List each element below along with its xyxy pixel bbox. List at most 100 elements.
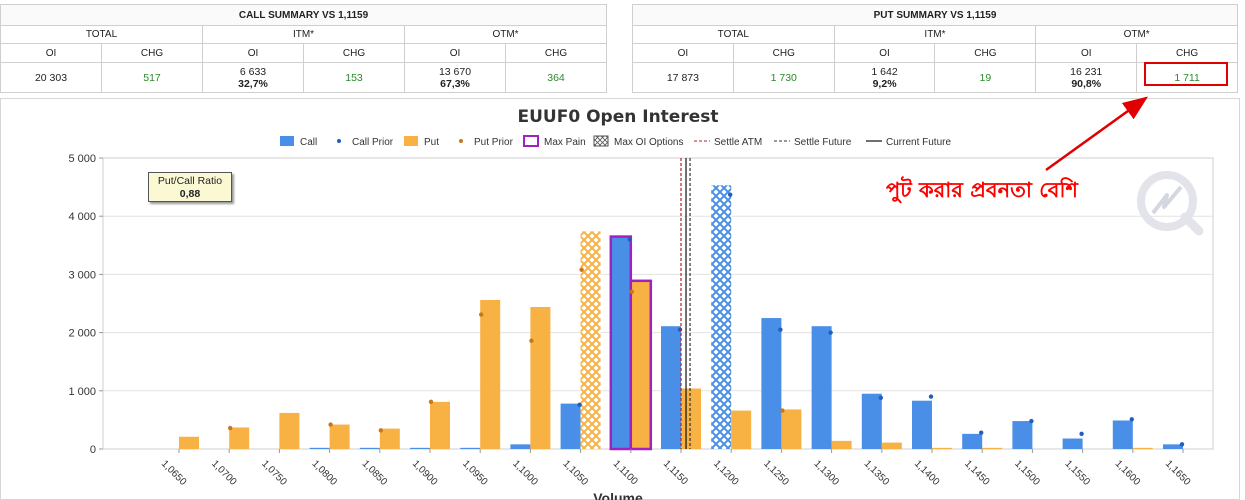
x-tick-label: 1,1050 <box>560 458 590 488</box>
put-bar <box>731 410 752 449</box>
legend-swatch <box>459 139 463 143</box>
put-bar <box>932 447 952 449</box>
put-otm-pct: 90,8% <box>1071 77 1102 90</box>
put-prior-point <box>228 425 233 431</box>
call-bar <box>962 433 983 449</box>
put-bar <box>279 412 300 449</box>
legend-item: Put <box>404 136 439 148</box>
call-bar <box>309 447 330 449</box>
y-tick-label: 1 000 <box>68 386 96 398</box>
annotation-arrow <box>1045 96 1149 172</box>
legend-item: Max Pain <box>523 135 586 148</box>
call-summary-table: CALL SUMMARY VS 1,1159 TOTAL ITM* OTM* O… <box>0 4 607 93</box>
x-tick-label: 1,1400 <box>912 458 942 488</box>
put-itm-chg: 19 <box>934 62 1037 93</box>
call-bar <box>811 326 832 449</box>
call-bar <box>560 403 581 449</box>
x-tick-label: 1,1300 <box>811 458 841 488</box>
put-call-ratio-value: 0,88 <box>179 188 201 200</box>
legend-item: Current Future <box>866 137 951 148</box>
put-total-oi: 17 873 <box>632 62 734 93</box>
x-tick-label: 1,0700 <box>209 458 239 488</box>
put-bar <box>831 440 852 449</box>
chart-bars <box>179 185 1183 451</box>
call-bar <box>410 447 430 449</box>
highlight-box <box>1144 62 1228 86</box>
call-bar <box>661 326 681 449</box>
legend-label: Call <box>300 137 317 148</box>
legend-item: Put Prior <box>459 137 514 148</box>
call-bar <box>510 444 531 449</box>
call-bar <box>761 318 782 449</box>
legend-swatch <box>593 135 609 147</box>
put-bar <box>881 442 902 449</box>
put-call-ratio-box: Put/Call Ratio 0,88 <box>148 172 232 202</box>
call-prior-point <box>979 430 984 435</box>
put-prior-point <box>529 338 534 343</box>
call-otm-oi-cell: 13 670 67,3% <box>404 62 506 93</box>
x-tick-label: 1,0950 <box>460 458 490 488</box>
put-bar <box>430 401 450 449</box>
legend-swatch <box>404 136 418 146</box>
x-tick-label: 1,1100 <box>611 458 640 487</box>
put-bar <box>329 424 350 449</box>
legend-label: Put <box>424 137 439 148</box>
call-itm-chg: 153 <box>303 62 405 93</box>
put-bar <box>480 300 501 449</box>
put-prior-point <box>328 422 333 427</box>
legend-item: Call <box>280 136 317 148</box>
x-tick-label: 1,0650 <box>159 458 189 488</box>
y-tick-label: 4 000 <box>68 211 96 223</box>
call-prior-point <box>1079 431 1084 437</box>
chart-prior-markers <box>228 192 1185 447</box>
legend-label: Max OI Options <box>614 137 683 148</box>
put-summary-title: PUT SUMMARY VS 1,1159 <box>632 4 1238 26</box>
put-prior-point <box>479 312 484 317</box>
chart-reference-lines <box>680 158 691 449</box>
legend-label: Settle ATM <box>714 137 762 148</box>
call-prior-point <box>577 402 582 407</box>
call-bar <box>359 447 380 449</box>
put-call-ratio-label: Put/Call Ratio <box>157 175 223 187</box>
legend-item: Settle Future <box>774 137 852 148</box>
put-prior-point <box>579 267 584 272</box>
call-otm-oi: 13 670 <box>438 65 472 78</box>
call-prior-point <box>1179 442 1185 447</box>
x-tick-label: 1,1550 <box>1062 458 1092 488</box>
x-tick-label: 1,1250 <box>761 458 791 488</box>
put-bar <box>1132 447 1153 449</box>
x-tick-label: 1,1000 <box>510 458 540 488</box>
call-prior-point <box>728 192 733 197</box>
call-prior-point <box>878 395 883 400</box>
put-itm-oi-cell: 1 642 9,2% <box>833 62 936 93</box>
call-itm-oi: 6 633 <box>239 65 267 78</box>
put-bar <box>179 436 199 449</box>
call-prior-point <box>1029 418 1034 424</box>
put-bar <box>530 306 551 449</box>
put-prior-point <box>428 399 434 405</box>
legend-swatch <box>280 136 294 146</box>
call-bar <box>1112 420 1133 449</box>
put-total-chg: 1 730 <box>732 62 835 93</box>
put-bar <box>629 279 653 451</box>
call-bar <box>1062 438 1083 449</box>
call-itm-pct: 32,7% <box>238 77 268 90</box>
put-bar <box>580 231 601 449</box>
x-tick-label: 1,1500 <box>1012 458 1042 488</box>
call-bar <box>711 185 732 449</box>
put-otm-oi: 16 231 <box>1070 65 1103 78</box>
call-otm-chg: 364 <box>505 62 607 93</box>
y-tick-label: 0 <box>90 444 96 456</box>
legend-label: Max Pain <box>544 137 586 148</box>
call-prior-point <box>1129 417 1135 422</box>
call-prior-point <box>778 327 783 332</box>
y-tick-label: 5 000 <box>68 153 96 165</box>
x-tick-label: 1,1450 <box>962 458 992 488</box>
legend-item: Max OI Options <box>593 135 683 148</box>
call-prior-point <box>928 394 934 399</box>
put-summary-table: PUT SUMMARY VS 1,1159 TOTAL ITM* OTM* OI… <box>632 4 1238 93</box>
annotation-note: পুট করার প্রবনতা বেশি <box>886 178 1078 202</box>
plot-border <box>102 157 1214 450</box>
call-prior-point <box>627 237 632 242</box>
